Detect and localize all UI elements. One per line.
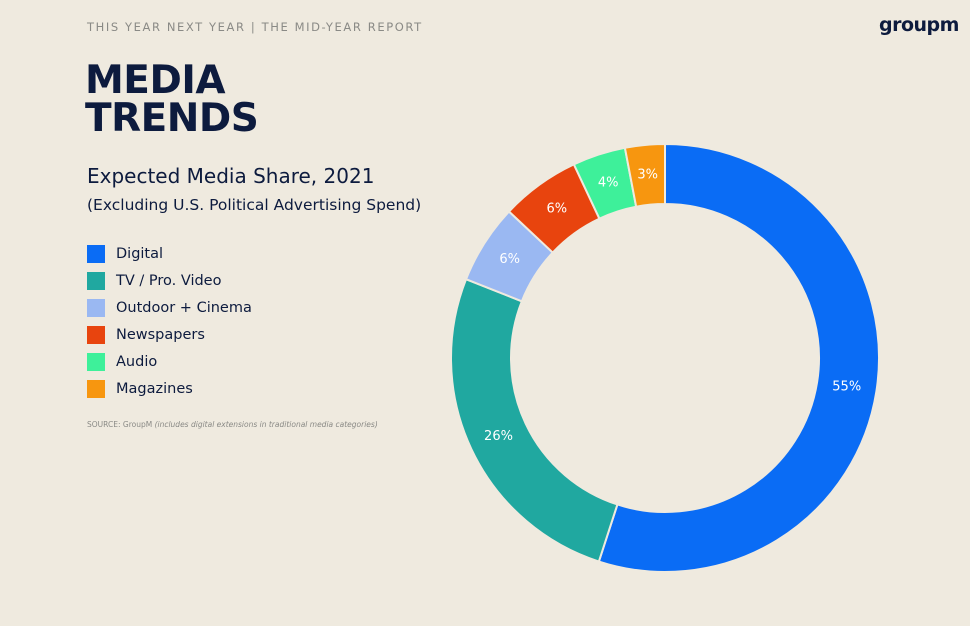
legend-label: TV / Pro. Video	[116, 272, 222, 289]
legend-item-tv-pro-video: TV / Pro. Video	[87, 267, 252, 294]
legend-label: Outdoor + Cinema	[116, 299, 252, 316]
legend-item-outdoor-cinema: Outdoor + Cinema	[87, 294, 252, 321]
legend-item-newspapers: Newspapers	[87, 321, 252, 348]
slice-tv-pro-video	[450, 277, 619, 563]
legend-item-audio: Audio	[87, 348, 252, 375]
source-note: SOURCE: GroupM (includes digital extensi…	[87, 420, 378, 429]
groupm-logo: groupm	[879, 14, 959, 36]
chart-legend: Digital TV / Pro. Video Outdoor + Cinema…	[87, 240, 252, 402]
slice-label-digital: 55%	[832, 379, 861, 394]
legend-label: Newspapers	[116, 326, 205, 343]
chart-title: Expected Media Share, 2021	[87, 164, 375, 188]
headline-line-2: TRENDS	[85, 96, 259, 141]
legend-swatch	[87, 298, 105, 317]
slice-digital	[597, 142, 880, 573]
slice-magazines	[623, 142, 666, 208]
report-kicker: THIS YEAR NEXT YEAR | THE MID-YEAR REPOR…	[87, 20, 423, 34]
slice-label-audio: 4%	[598, 176, 619, 191]
slice-label-outdoor-cinema: 6%	[499, 252, 520, 267]
slice-label-tv-pro-video: 26%	[484, 429, 513, 444]
page-headline: MEDIA TRENDS	[85, 58, 259, 141]
donut-labels: 55% 26% 6% 6% 4% 3%	[484, 167, 861, 444]
legend-swatch	[87, 244, 105, 263]
slice-label-magazines: 3%	[637, 167, 658, 182]
legend-label: Audio	[116, 353, 158, 370]
legend-item-digital: Digital	[87, 240, 252, 267]
legend-swatch	[87, 379, 105, 398]
slice-label-newspapers: 6%	[547, 202, 568, 217]
legend-label: Magazines	[116, 380, 193, 397]
legend-label: Digital	[116, 245, 164, 262]
donut-slices	[450, 142, 880, 573]
legend-swatch	[87, 325, 105, 344]
source-prefix: SOURCE: GroupM	[87, 420, 153, 429]
chart-subtitle: (Excluding U.S. Political Advertising Sp…	[87, 196, 422, 214]
source-detail: (includes digital extensions in traditio…	[154, 420, 378, 429]
legend-item-magazines: Magazines	[87, 375, 252, 402]
headline-line-1: MEDIA	[85, 58, 226, 103]
legend-swatch	[87, 352, 105, 371]
legend-swatch	[87, 271, 105, 290]
